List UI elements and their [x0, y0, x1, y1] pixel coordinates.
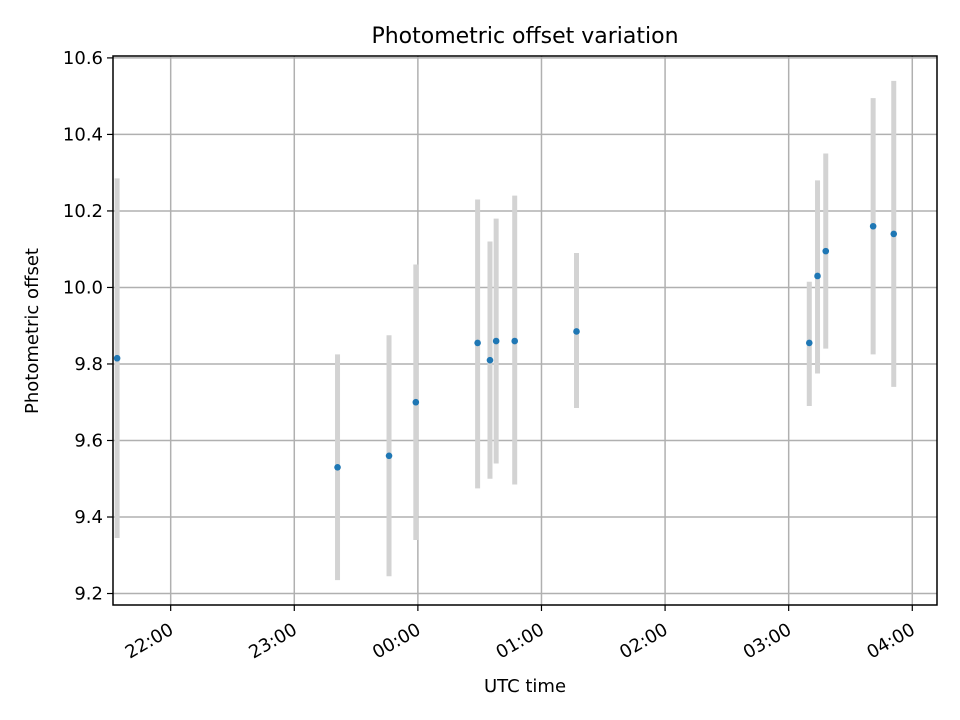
- data-point: [334, 463, 341, 471]
- data-point: [486, 356, 494, 364]
- data-point: [113, 354, 121, 362]
- y-tick-label: 9.6: [74, 430, 103, 451]
- data-point: [890, 230, 898, 238]
- point-layer: [113, 222, 898, 471]
- y-tick-label: 9.2: [74, 584, 103, 605]
- data-point: [511, 337, 518, 345]
- plot-area: [113, 56, 937, 605]
- y-tick-label: 9.4: [74, 507, 103, 528]
- y-tick-label: 10.2: [63, 201, 103, 222]
- data-point: [492, 337, 500, 345]
- data-point: [573, 328, 580, 335]
- data-point: [814, 272, 821, 280]
- chart-title: Photometric offset variation: [371, 24, 678, 49]
- y-axis-ticks: 9.2 9.4 9.6 9.8 10.0 10.2 10.4 10.6: [63, 48, 113, 605]
- plot-frame: [112, 55, 938, 606]
- data-point: [412, 398, 420, 406]
- grid-layer: [113, 56, 937, 605]
- y-tick-label: 10.4: [63, 124, 103, 145]
- y-tick-label: 10.6: [63, 48, 103, 69]
- data-point: [474, 339, 481, 347]
- y-tick-label: 10.0: [63, 277, 103, 298]
- data-point: [805, 339, 813, 347]
- data-point: [385, 452, 393, 460]
- y-tick-label: 9.8: [74, 354, 103, 375]
- x-axis-label: UTC time: [484, 676, 566, 697]
- data-point: [822, 247, 830, 255]
- y-axis-label: Photometric offset: [22, 248, 43, 414]
- data-point: [869, 222, 877, 230]
